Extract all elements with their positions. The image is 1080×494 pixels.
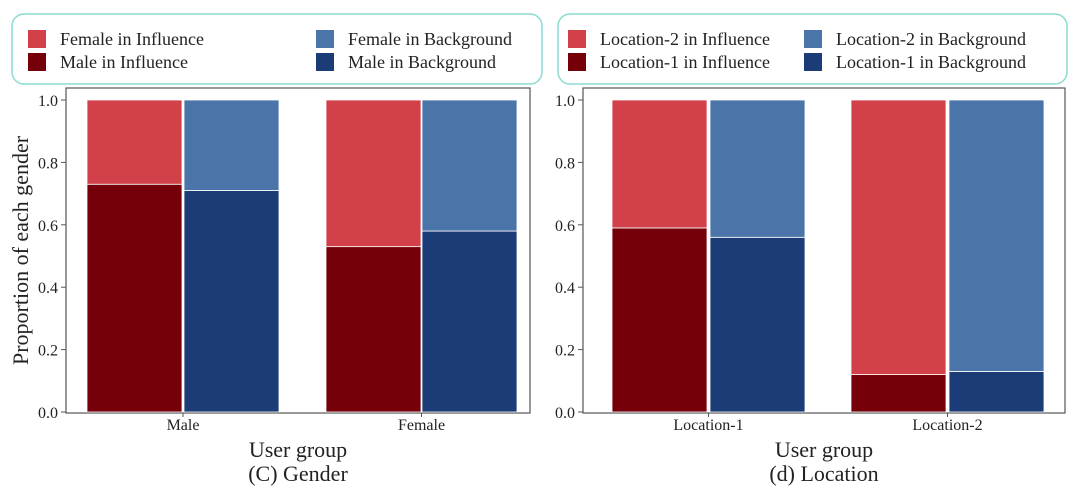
legend-label: Female in Background bbox=[348, 29, 512, 49]
bar-bottom-background bbox=[183, 190, 280, 413]
legend-label: Location-2 in Influence bbox=[600, 29, 770, 49]
chart-title: (C) Gender bbox=[248, 461, 348, 486]
legend-label: Female in Influence bbox=[60, 29, 204, 49]
chart-panel-0: Female in Influence Male in Influence Fema… bbox=[8, 13, 543, 486]
chart-panel-1: Location-2 in Influence Location-1 in Inf… bbox=[555, 13, 1068, 486]
bar-top-background bbox=[948, 99, 1045, 372]
x-tick-label: Location-1 bbox=[673, 417, 743, 434]
plot-frame bbox=[582, 87, 1066, 414]
y-tick-label: 0.4 bbox=[555, 280, 575, 297]
x-axis-label: User group bbox=[775, 437, 873, 462]
legend-swatch bbox=[804, 30, 822, 48]
bar-bottom-background bbox=[948, 371, 1045, 413]
bar-bottom-influence bbox=[325, 246, 422, 413]
legend-swatch bbox=[568, 30, 586, 48]
bar-bottom-influence bbox=[850, 374, 947, 413]
legend-swatch bbox=[316, 30, 334, 48]
x-tick-label: Male bbox=[167, 417, 200, 434]
bar-top-influence bbox=[611, 99, 708, 229]
legend-swatch bbox=[804, 53, 822, 71]
legend-swatch bbox=[316, 53, 334, 71]
y-tick-label: 0.6 bbox=[38, 218, 58, 235]
y-tick-label: 1.0 bbox=[555, 93, 575, 110]
bar-top-background bbox=[421, 99, 518, 232]
legend-label: Male in Background bbox=[348, 52, 496, 72]
y-tick-label: 0.0 bbox=[38, 405, 58, 422]
bar-bottom-background bbox=[421, 230, 518, 413]
legend-label: Male in Influence bbox=[60, 52, 188, 72]
bar-top-background bbox=[183, 99, 280, 191]
legend-swatch bbox=[28, 30, 46, 48]
plot-frame bbox=[65, 87, 531, 414]
legend-box bbox=[11, 13, 543, 85]
bar-top-background bbox=[709, 99, 806, 238]
y-axis-label: Proportion of each gender bbox=[8, 135, 33, 365]
y-tick-label: 0.6 bbox=[555, 218, 575, 235]
legend-swatch bbox=[568, 53, 586, 71]
bar-bottom-background bbox=[709, 236, 806, 413]
y-tick-label: 0.2 bbox=[38, 343, 58, 360]
legend-label: Location-1 in Influence bbox=[600, 52, 770, 72]
y-tick-label: 0.8 bbox=[555, 155, 575, 172]
x-tick-label: Location-2 bbox=[912, 417, 982, 434]
legend-label: Location-1 in Background bbox=[836, 52, 1026, 72]
y-tick-label: 0.2 bbox=[555, 343, 575, 360]
legend-swatch bbox=[28, 53, 46, 71]
y-tick-label: 0.8 bbox=[38, 155, 58, 172]
bar-top-influence bbox=[850, 99, 947, 375]
bar-bottom-influence bbox=[86, 183, 183, 413]
bar-top-influence bbox=[325, 99, 422, 248]
legend: Female in Influence Male in Influence Fema… bbox=[11, 13, 543, 85]
bar-bottom-influence bbox=[611, 227, 708, 413]
x-axis-label: User group bbox=[249, 437, 347, 462]
bar-top-influence bbox=[86, 99, 183, 185]
legend-label: Location-2 in Background bbox=[836, 29, 1026, 49]
x-tick-label: Female bbox=[398, 417, 445, 434]
y-tick-label: 1.0 bbox=[38, 93, 58, 110]
legend: Location-2 in Influence Location-1 in Inf… bbox=[557, 13, 1068, 85]
y-tick-label: 0.4 bbox=[38, 280, 58, 297]
y-tick-label: 0.0 bbox=[555, 405, 575, 422]
legend-box bbox=[557, 13, 1068, 85]
chart-title: (d) Location bbox=[769, 461, 878, 486]
